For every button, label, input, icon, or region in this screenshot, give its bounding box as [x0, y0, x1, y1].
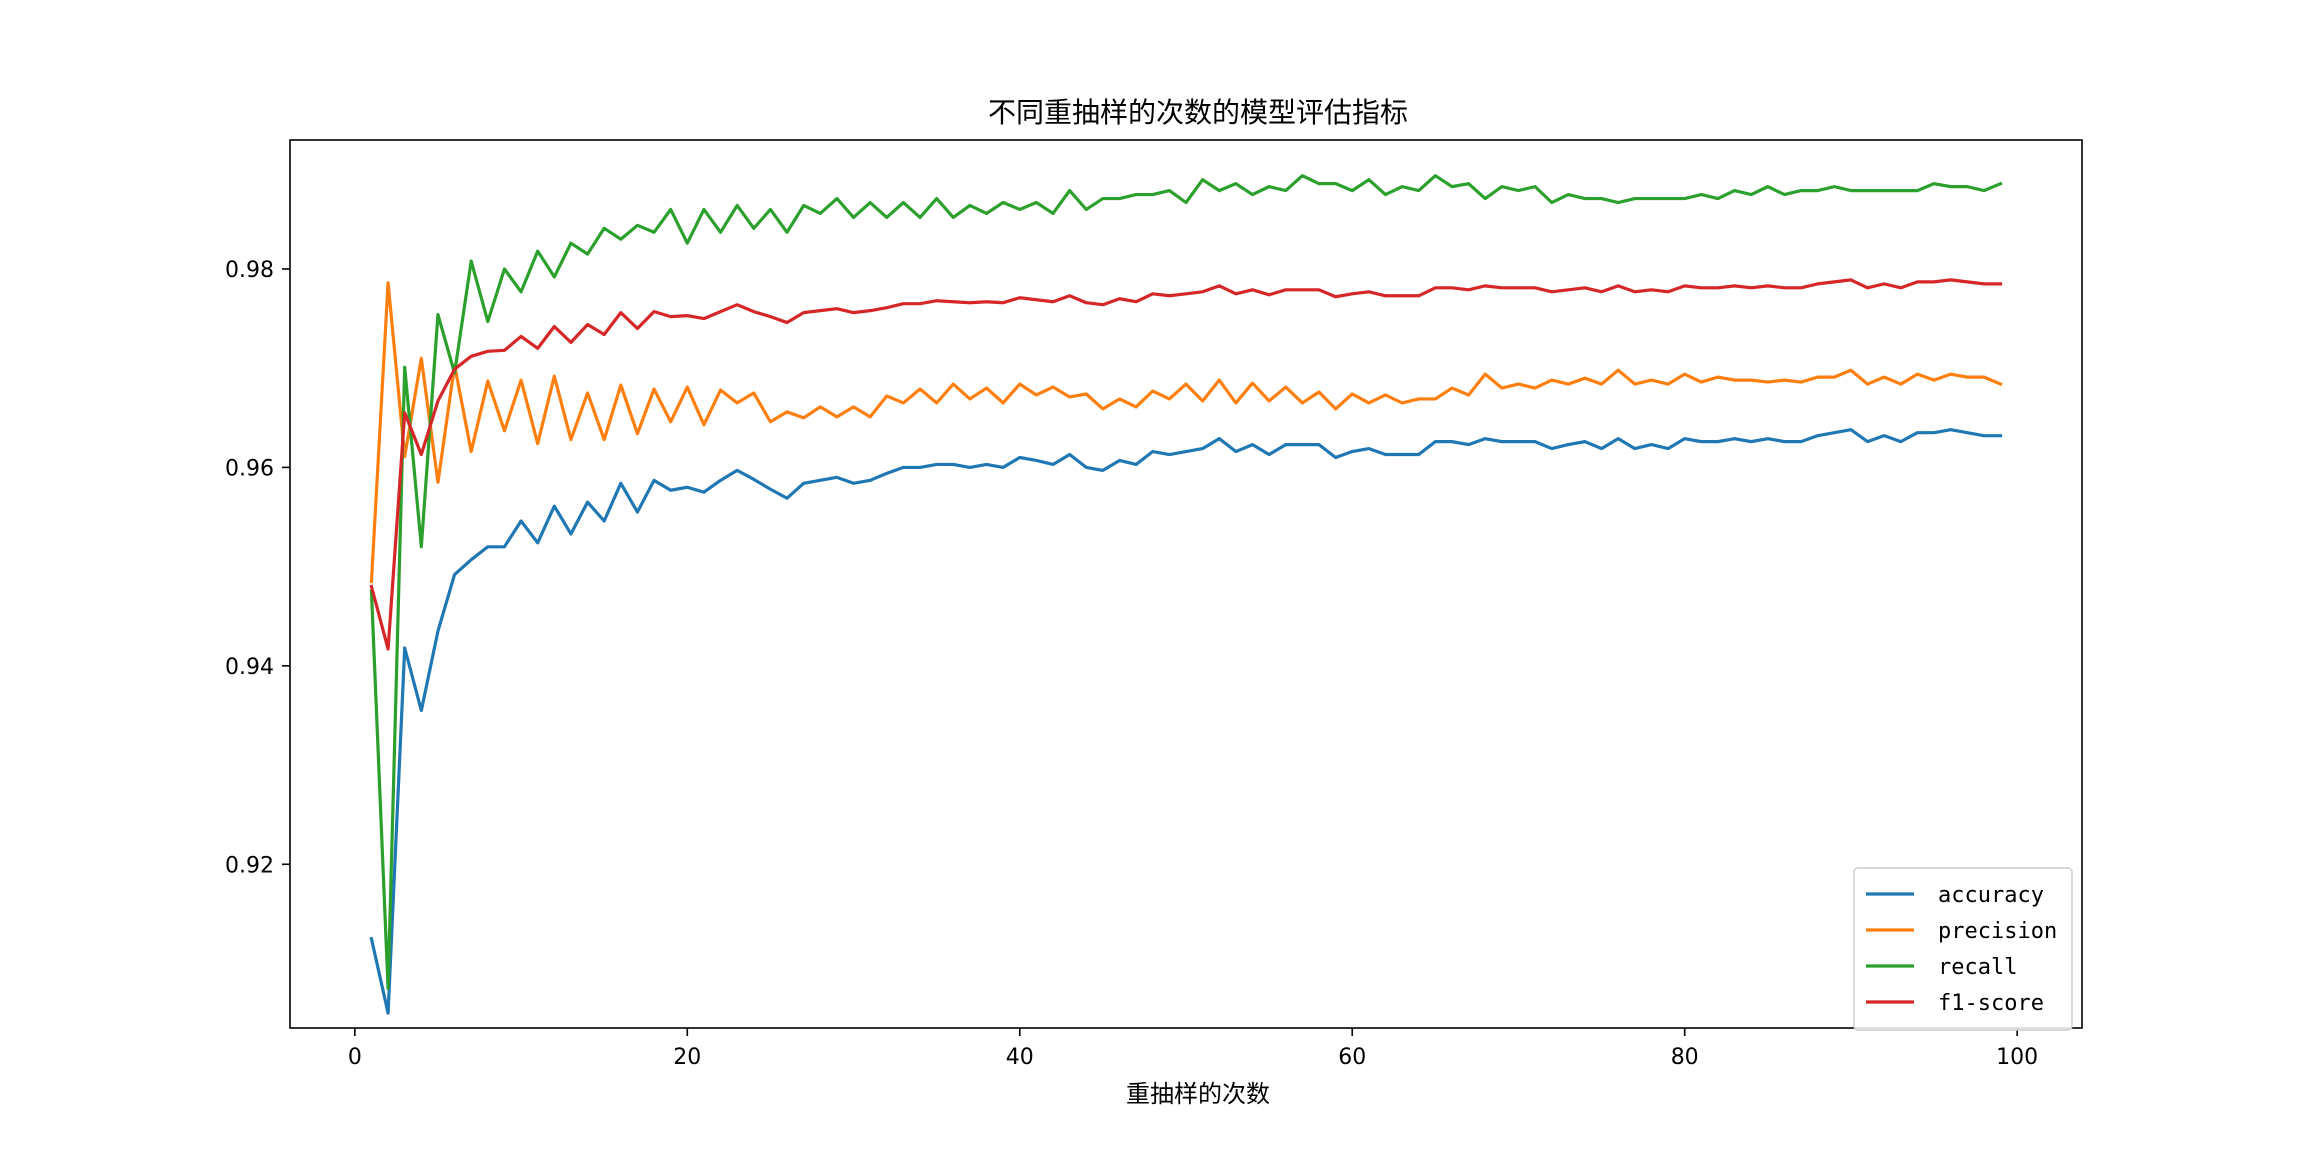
series-line-accuracy: [369, 428, 2003, 1015]
x-tick-label: 0: [348, 1045, 362, 1070]
plot-frame: [289, 139, 2083, 1029]
y-tick-label: 0.94: [225, 655, 274, 680]
y-axis: 0.92 0.94 0.96 0.98: [225, 258, 290, 878]
series-line-recall: [369, 174, 2003, 990]
x-tick-label: 100: [1996, 1045, 2038, 1070]
legend-label-recall: recall: [1938, 955, 2017, 980]
legend-label-f1-score: f1-score: [1938, 991, 2044, 1016]
y-tick-label: 0.98: [225, 258, 274, 283]
x-tick-label: 60: [1338, 1045, 1366, 1070]
chart-title: 不同重抽样的次数的模型评估指标: [988, 96, 1408, 129]
x-axis-title: 重抽样的次数: [1126, 1080, 1270, 1108]
x-axis: 0 20 40 60 80 100: [348, 1028, 2038, 1070]
y-tick-label: 0.92: [225, 853, 274, 878]
x-tick-label: 80: [1671, 1045, 1699, 1070]
series-line-f1-score: [369, 278, 2003, 651]
y-tick-label: 0.96: [225, 456, 274, 481]
legend-box: [1853, 867, 2073, 1031]
x-tick-label: 40: [1006, 1045, 1034, 1070]
series-layer: [369, 174, 2003, 1015]
legend-label-precision: precision: [1938, 919, 2057, 944]
x-tick-label: 20: [673, 1045, 701, 1070]
series-line-precision: [369, 281, 2003, 584]
legend: accuracy precision recall f1-score: [1853, 867, 2073, 1031]
legend-label-accuracy: accuracy: [1938, 883, 2044, 908]
